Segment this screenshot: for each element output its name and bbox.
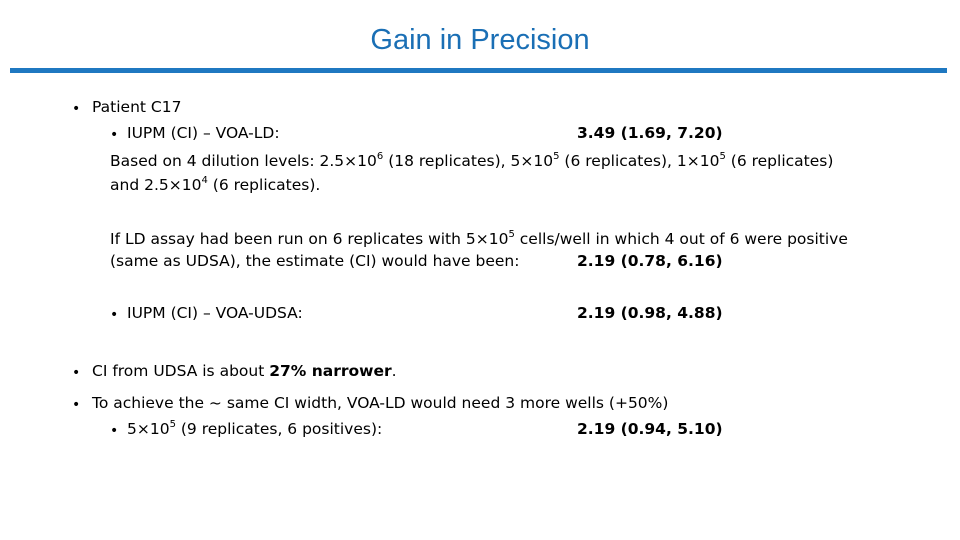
dilution-exponent: 4 — [201, 174, 208, 186]
iupm-udsa-label: IUPM (CI) – VOA-UDSA: — [127, 304, 303, 322]
achieve-text: To achieve the ~ same CI width, VOA-LD w… — [92, 394, 669, 412]
final-mantissa: 5×10 — [127, 420, 170, 438]
dilution-mantissa: 2.5×10 — [319, 152, 377, 170]
ci-narrower-text: CI from UDSA is about 27% narrower. — [92, 360, 397, 382]
final-exponent: 5 — [169, 418, 176, 430]
bullet-icon: • — [72, 101, 81, 117]
hypothetical-prefix: If LD assay had been run on 6 replicates… — [110, 230, 466, 248]
bullet-icon: • — [110, 423, 119, 439]
dilution-prefix: and — [110, 176, 145, 194]
hypothetical-exponent: 5 — [508, 228, 515, 240]
dilution-exponent: 5 — [719, 150, 726, 162]
dilution-replicates: (6 replicates). — [207, 176, 321, 194]
final-suffix: (9 replicates, 6 positives): — [175, 420, 383, 438]
ci-bold: 27% narrower — [269, 362, 392, 380]
patient-label: Patient C17 — [92, 98, 182, 116]
dilution-exponent: 6 — [376, 150, 384, 162]
hypothetical-value: 2.19 (0.78, 6.16) — [577, 252, 723, 270]
dilution-line-1: Based on 4 dilution levels: 2.5×106 (18 … — [110, 150, 833, 172]
ci-suffix: . — [391, 362, 397, 380]
ci-prefix: CI from UDSA is about — [92, 362, 270, 380]
final-value: 2.19 (0.94, 5.10) — [577, 420, 723, 438]
bullet-icon: • — [72, 365, 81, 381]
title-divider — [10, 68, 947, 73]
dilution-mantissa: 5×10 — [510, 152, 554, 170]
dilution-line-2: and 2.5×104 (6 replicates). — [110, 174, 320, 196]
bullet-icon: • — [72, 397, 81, 413]
hypothetical-mantissa: 5×10 — [465, 230, 509, 248]
bullet-icon: • — [110, 127, 119, 143]
final-label: 5×105 (9 replicates, 6 positives): — [127, 418, 382, 440]
dilution-replicates: (6 replicates), — [559, 152, 677, 170]
slide-title: Gain in Precision — [370, 24, 590, 56]
hypothetical-line-2: (same as UDSA), the estimate (CI) would … — [110, 252, 520, 270]
dilution-mantissa: 2.5×10 — [144, 176, 202, 194]
dilution-replicates: (6 replicates) — [725, 152, 834, 170]
dilution-exponent: 5 — [553, 150, 560, 162]
dilution-prefix: Based on 4 dilution levels: — [110, 152, 320, 170]
dilution-mantissa: 1×10 — [676, 152, 720, 170]
iupm-ld-value: 3.49 (1.69, 7.20) — [577, 124, 723, 142]
bullet-icon: • — [110, 307, 119, 323]
iupm-ld-label: IUPM (CI) – VOA-LD: — [127, 124, 280, 142]
hypothetical-suffix: cells/well in which 4 out of 6 were posi… — [514, 230, 848, 248]
iupm-udsa-value: 2.19 (0.98, 4.88) — [577, 304, 723, 322]
hypothetical-line-1: If LD assay had been run on 6 replicates… — [110, 228, 848, 250]
dilution-replicates: (18 replicates), — [383, 152, 511, 170]
